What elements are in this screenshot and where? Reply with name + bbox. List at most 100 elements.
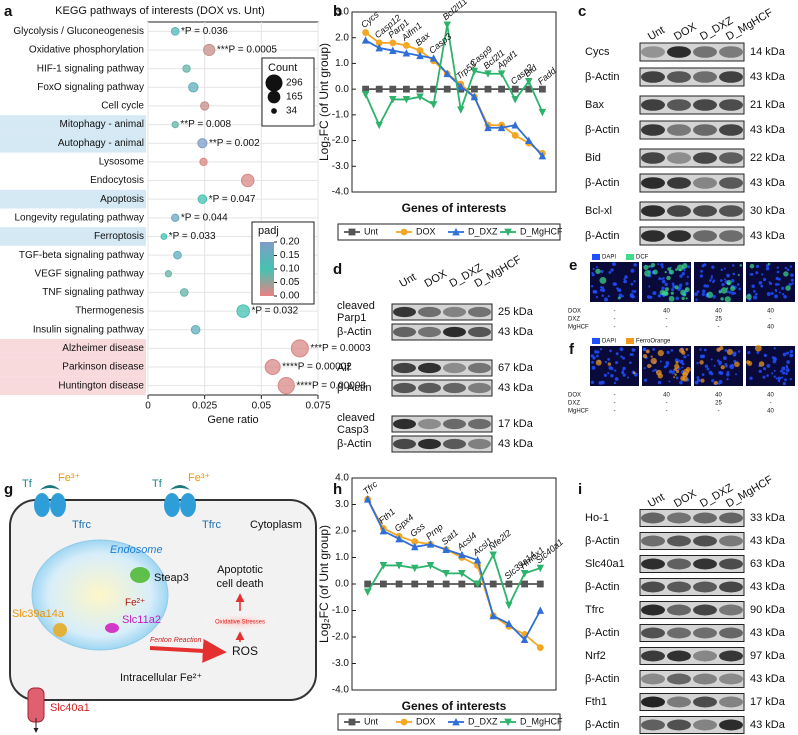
nucleus [599,348,603,351]
nucleus [705,284,710,288]
signal [607,362,612,366]
band [719,581,743,593]
marker [489,580,497,588]
blot [639,67,745,87]
panel-label: g [4,481,13,498]
band [443,326,466,338]
nucleus [731,291,735,296]
blot-background [391,359,493,377]
signal [662,290,668,296]
signal [646,363,652,369]
nucleus [713,364,716,367]
marker [505,601,513,610]
blot-background [391,303,493,321]
nucleus [790,273,794,277]
band [641,99,665,111]
label: Fenton Reaction [150,637,201,644]
bubble [200,101,210,111]
nucleus [755,264,760,269]
panel-label: a [4,3,13,20]
legend-label: 34 [286,106,298,117]
marker [484,85,492,93]
colorbar-label: 0.15 [280,250,300,261]
nucleus [773,375,776,378]
annotation: *P = 0.033 [169,231,216,242]
bubble [164,270,173,278]
legend-label: D_MgHCF [520,716,563,726]
nucleus [721,283,725,287]
row-band [0,339,146,358]
nucleus [592,267,595,270]
marker [379,580,387,588]
nucleus [591,273,595,277]
nucleus [607,357,611,361]
blot-background [639,42,745,62]
nucleus [776,266,779,269]
x-tick-label: 0.025 [192,401,217,412]
band [393,438,416,450]
nucleus [623,280,626,283]
y-tick-label: 3.0 [335,499,349,510]
blot [639,647,745,665]
nucleus [724,348,728,352]
nucleus [687,265,691,269]
nucleus [753,290,756,293]
nucleus [624,275,628,279]
dose: - [614,393,616,399]
lane-label: Unt [646,24,667,43]
nucleus [789,353,793,358]
nucleus [658,277,662,281]
band [693,604,717,616]
legend-label: Unt [364,716,379,726]
nucleus [590,354,594,358]
blot [639,173,745,193]
nucleus [668,380,671,383]
dose: 40 [767,409,774,415]
nucleus [736,283,740,286]
signal [700,378,705,383]
signal [716,347,721,352]
nucleus [654,368,657,372]
y-tick-label: TGF-beta signaling pathway [19,250,144,261]
marker [379,562,388,570]
blot [391,379,493,397]
band [719,46,743,58]
marker [520,570,529,578]
nucleus [751,284,755,288]
nucleus [713,279,716,282]
blot [639,201,745,221]
legend-swatch [626,338,634,344]
nucleus [780,369,783,373]
lane-label: DOX [672,487,699,510]
y-tick-label: Parkinson disease [62,362,144,373]
nucleus [695,298,698,301]
band [443,306,466,318]
band [641,673,665,685]
nucleus [627,376,630,379]
band [418,438,441,450]
blot [639,95,745,115]
signal [681,296,685,301]
marker [389,96,397,104]
series-line [365,39,544,157]
signal [668,295,675,302]
dose: - [666,325,668,331]
nucleus [766,291,771,296]
band [468,382,491,394]
nucleus [610,268,614,272]
marker [473,580,482,589]
y-tick-label: 3.0 [335,7,349,18]
nucleus [728,290,732,294]
blot-background [639,578,745,596]
nucleus [718,363,721,366]
size-label: 25 kDa [498,306,534,318]
band [693,152,717,164]
y-tick-label: Longevity regulating pathway [14,212,144,223]
row-label: Tfrc [585,604,604,616]
nucleus [665,361,670,365]
nucleus [782,293,785,296]
micrograph [590,346,639,386]
blot [639,42,745,62]
nucleus [709,279,712,282]
marker [457,82,465,90]
